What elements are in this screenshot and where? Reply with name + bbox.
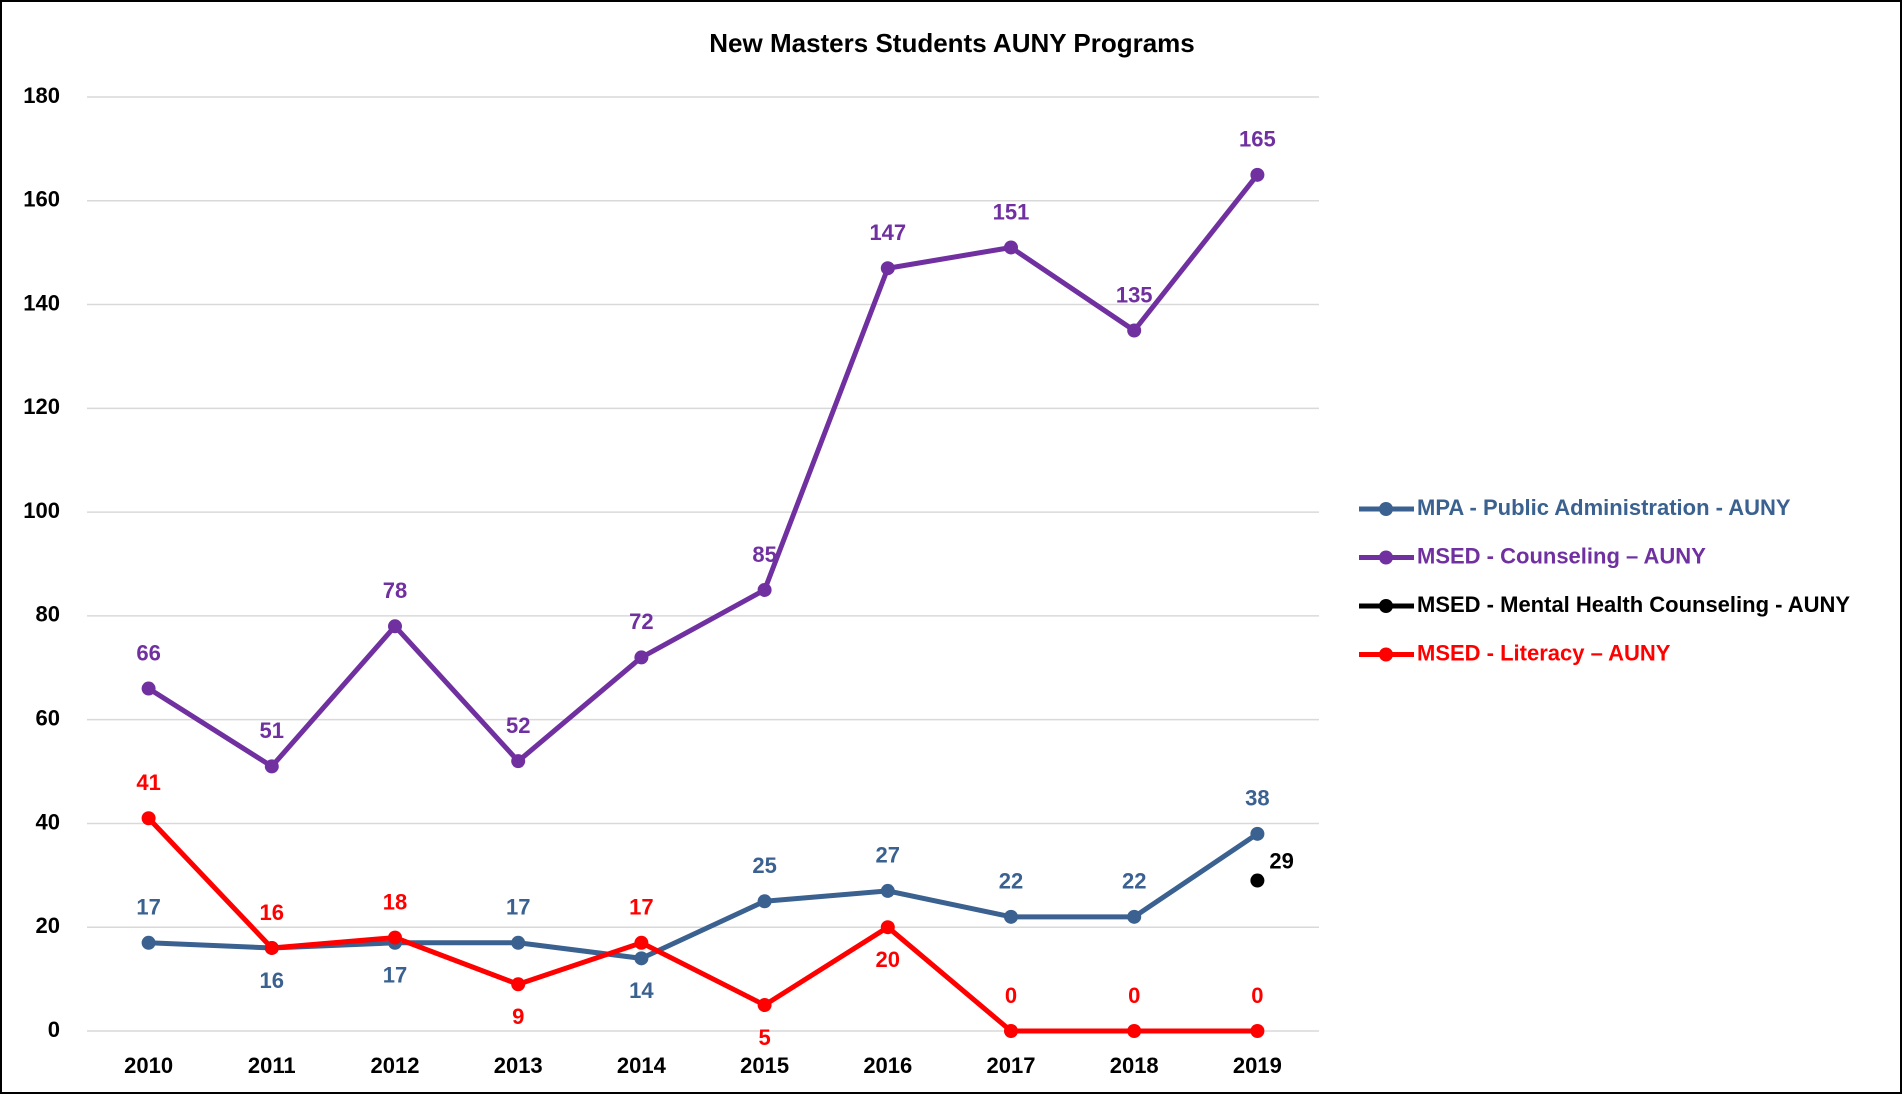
data-point (388, 930, 402, 945)
data-point (511, 977, 526, 992)
data-label: 52 (506, 713, 530, 738)
data-point (880, 261, 895, 276)
y-tick-label: 20 (36, 913, 60, 938)
data-point (141, 811, 156, 826)
legend-marker (1379, 502, 1393, 516)
data-label: 78 (383, 578, 407, 603)
x-tick-label: 2013 (494, 1053, 543, 1078)
legend-marker (1379, 550, 1393, 565)
data-label: 25 (752, 853, 776, 878)
x-tick-label: 2019 (1233, 1053, 1282, 1078)
data-point (1250, 167, 1265, 182)
data-point (880, 883, 895, 898)
data-point (388, 619, 402, 634)
data-point (264, 940, 279, 955)
x-tick-label: 2015 (740, 1053, 789, 1078)
legend-label: MSED - Literacy – AUNY (1417, 640, 1671, 665)
legend-label: MSED - Mental Health Counseling - AUNY (1417, 592, 1850, 617)
data-point (634, 951, 649, 966)
data-label: 0 (1251, 983, 1263, 1008)
data-label: 29 (1269, 848, 1293, 873)
data-point (757, 998, 772, 1013)
legend-label: MPA - Public Administration - AUNY (1417, 495, 1791, 520)
series-line (147, 173, 1260, 769)
data-label: 51 (260, 718, 284, 743)
data-point (141, 935, 156, 950)
data-label: 38 (1245, 786, 1269, 811)
y-tick-label: 100 (23, 498, 60, 523)
chart-title: New Masters Students AUNY Programs (709, 28, 1194, 58)
data-point (1127, 909, 1142, 924)
y-tick-label: 40 (36, 809, 60, 834)
data-label: 18 (383, 889, 407, 914)
data-point (1250, 1024, 1265, 1038)
data-point (1250, 826, 1265, 841)
data-label: 147 (869, 220, 906, 245)
data-point (1004, 240, 1018, 255)
data-label: 16 (260, 900, 284, 925)
data-point (757, 894, 772, 909)
y-tick-label: 80 (36, 602, 60, 627)
data-point (1127, 1024, 1142, 1038)
y-tick-label: 160 (23, 187, 60, 212)
data-label: 9 (512, 1004, 524, 1029)
data-point (757, 582, 772, 597)
data-point (511, 754, 526, 769)
x-tick-label: 2011 (248, 1053, 296, 1078)
x-tick-label: 2012 (371, 1053, 420, 1078)
data-label: 135 (1116, 282, 1153, 307)
data-point (634, 935, 649, 950)
y-tick-label: 140 (23, 290, 60, 315)
legend-marker (1379, 599, 1393, 613)
data-label: 66 (136, 640, 160, 665)
data-point (511, 935, 526, 950)
data-label: 0 (1005, 983, 1017, 1008)
data-label: 14 (629, 978, 654, 1003)
legend-label: MSED - Counseling – AUNY (1417, 543, 1706, 568)
data-label: 27 (876, 843, 900, 868)
data-point (880, 920, 895, 935)
y-tick-label: 120 (23, 394, 60, 419)
data-label: 16 (260, 968, 284, 993)
y-tick-label: 0 (48, 1017, 60, 1042)
data-point (1004, 1024, 1018, 1038)
y-tick-label: 180 (23, 83, 60, 108)
data-point (634, 650, 649, 665)
x-tick-label: 2018 (1110, 1053, 1159, 1078)
data-label: 41 (136, 770, 160, 795)
x-tick-label: 2017 (987, 1053, 1036, 1078)
data-point (1127, 323, 1142, 338)
data-point (141, 681, 156, 696)
y-tick-label: 60 (36, 705, 60, 730)
data-point (264, 759, 279, 774)
data-label: 17 (136, 895, 160, 920)
data-label: 85 (752, 542, 776, 567)
data-label: 151 (993, 199, 1030, 224)
data-label: 165 (1239, 127, 1276, 152)
x-tick-label: 2014 (617, 1053, 667, 1078)
data-label: 20 (876, 947, 900, 972)
data-label: 22 (999, 869, 1023, 894)
series-line (148, 831, 1259, 961)
data-point (1004, 909, 1018, 924)
data-label: 22 (1122, 869, 1146, 894)
data-label: 17 (629, 895, 653, 920)
data-label: 0 (1128, 983, 1140, 1008)
x-tick-label: 2016 (863, 1053, 912, 1078)
data-point (1250, 873, 1265, 888)
legend-marker (1379, 647, 1393, 662)
data-label: 17 (383, 963, 407, 988)
data-label: 72 (629, 609, 653, 634)
data-label: 17 (506, 895, 530, 920)
x-tick-label: 2010 (124, 1053, 173, 1078)
data-label: 5 (758, 1025, 770, 1050)
series-line (146, 816, 1258, 1034)
